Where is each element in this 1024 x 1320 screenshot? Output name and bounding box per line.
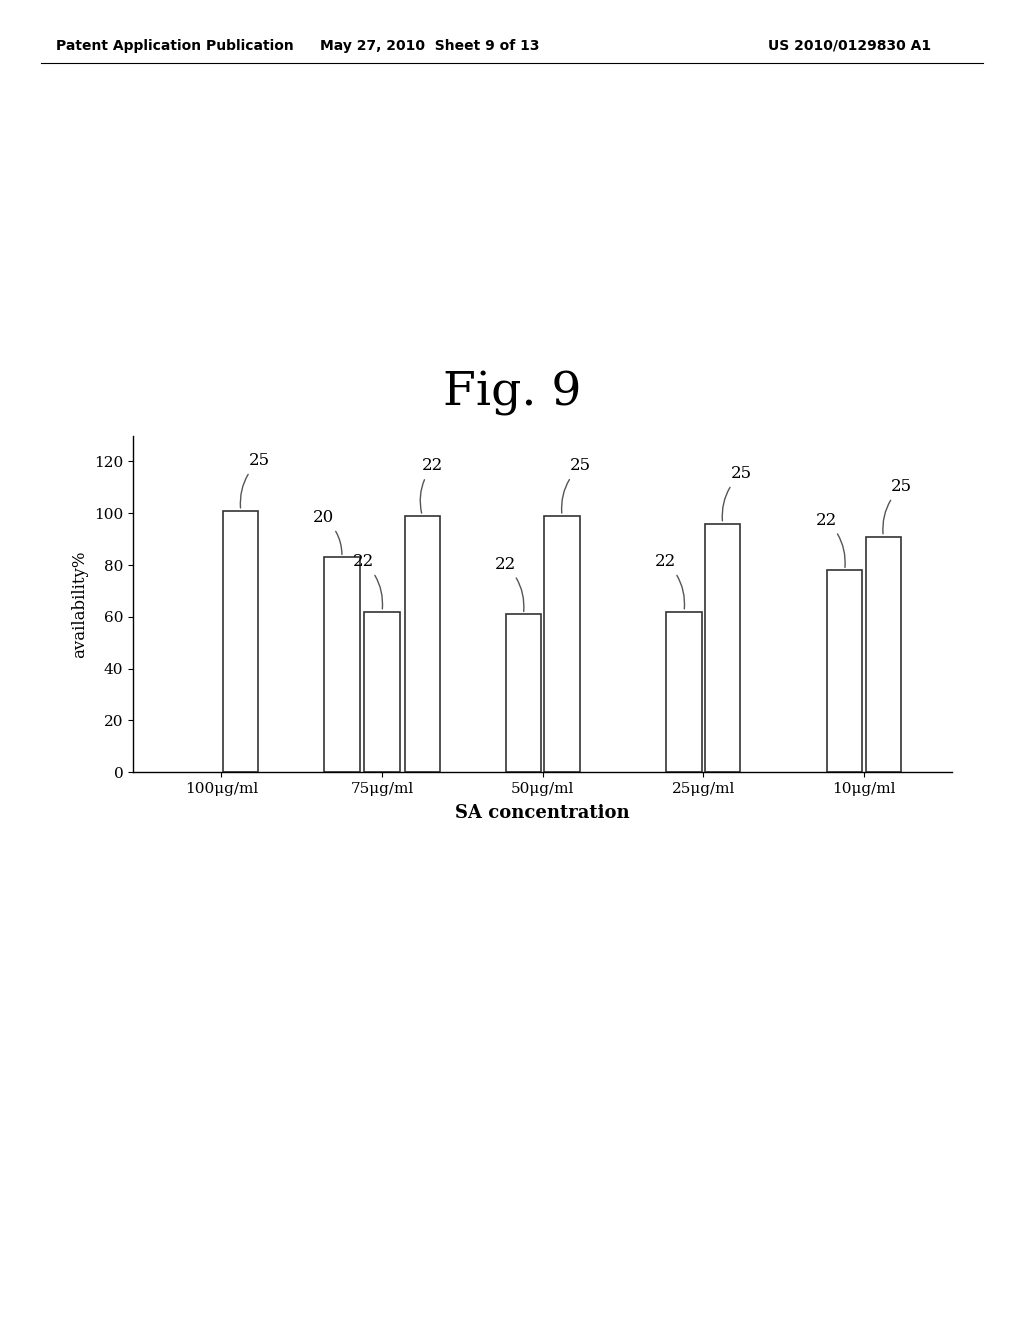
Text: 20: 20 xyxy=(313,510,342,554)
Text: 22: 22 xyxy=(816,512,845,568)
Text: Patent Application Publication: Patent Application Publication xyxy=(56,38,294,53)
Text: 22: 22 xyxy=(655,553,684,609)
Bar xyxy=(545,516,580,772)
Text: 22: 22 xyxy=(420,458,443,513)
Bar xyxy=(404,516,440,772)
Bar xyxy=(667,611,701,772)
Text: 25: 25 xyxy=(722,465,752,521)
Text: US 2010/0129830 A1: US 2010/0129830 A1 xyxy=(768,38,931,53)
Bar xyxy=(365,611,399,772)
Text: 25: 25 xyxy=(561,458,591,513)
Bar xyxy=(506,614,541,772)
Bar xyxy=(325,557,359,772)
X-axis label: SA concentration: SA concentration xyxy=(456,804,630,822)
Text: 25: 25 xyxy=(883,478,912,533)
Text: 22: 22 xyxy=(495,556,524,611)
Bar xyxy=(705,524,740,772)
Bar xyxy=(865,537,901,772)
Text: Fig. 9: Fig. 9 xyxy=(442,371,582,416)
Y-axis label: availability%: availability% xyxy=(72,550,89,657)
Text: 25: 25 xyxy=(241,453,270,508)
Text: May 27, 2010  Sheet 9 of 13: May 27, 2010 Sheet 9 of 13 xyxy=(321,38,540,53)
Bar xyxy=(827,570,862,772)
Bar xyxy=(223,511,258,772)
Text: 22: 22 xyxy=(353,553,383,609)
